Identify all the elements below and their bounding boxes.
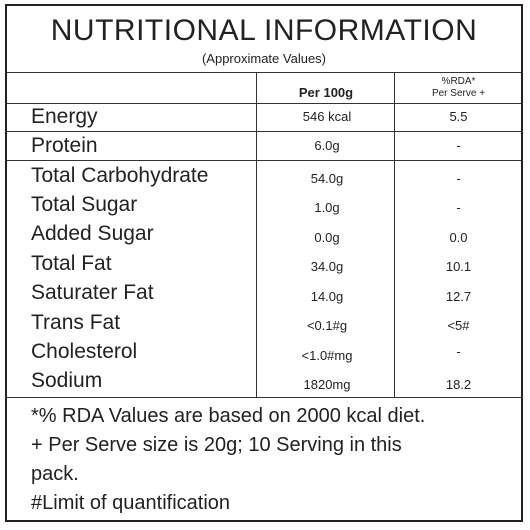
nutrient-name: Energy bbox=[31, 105, 98, 128]
header-rda-line2: Per Serve + bbox=[431, 88, 486, 99]
per-100g-value: 1.0g bbox=[314, 200, 340, 215]
energy-divider bbox=[7, 131, 521, 132]
nutrition-panel: NUTRITIONAL INFORMATION (Approximate Val… bbox=[5, 4, 523, 522]
footnote-rda: *% RDA Values are based on 2000 kcal die… bbox=[31, 405, 426, 427]
nutrient-name: Total Fat bbox=[31, 252, 112, 275]
panel-title: NUTRITIONAL INFORMATION bbox=[50, 14, 478, 47]
column-divider-2 bbox=[394, 72, 395, 397]
column-divider-1 bbox=[256, 72, 257, 397]
nutrient-name: Total Sugar bbox=[31, 193, 138, 216]
per-100g-value: 6.0g bbox=[314, 138, 340, 153]
rda-value: - bbox=[456, 138, 461, 153]
header-divider bbox=[7, 103, 521, 104]
header-rda: %RDA* Per Serve + bbox=[396, 76, 521, 100]
nutrient-name: Cholesterol bbox=[31, 340, 138, 363]
rda-value: 5.5 bbox=[449, 109, 468, 124]
nutrient-name: Added Sugar bbox=[31, 222, 154, 245]
rda-value: 12.7 bbox=[445, 289, 472, 304]
nutrient-name: Trans Fat bbox=[31, 311, 121, 334]
header-per-100g: Per 100g bbox=[298, 85, 354, 100]
footnote-limit: #Limit of quantification bbox=[31, 492, 231, 514]
table-bottom-divider bbox=[7, 397, 521, 398]
footnote-serve: + Per Serve size is 20g; 10 Serving in t… bbox=[31, 434, 402, 456]
title-divider bbox=[7, 72, 521, 73]
nutrient-name: Total Carbohydrate bbox=[31, 164, 209, 187]
per-100g-value: 1820mg bbox=[303, 377, 351, 392]
per-100g-value: 0.0g bbox=[314, 230, 340, 245]
nutrient-name: Protein bbox=[31, 134, 98, 157]
per-100g-value: 54.0g bbox=[310, 171, 344, 186]
rda-value: 0.0 bbox=[449, 230, 468, 245]
rda-value: - bbox=[456, 171, 461, 186]
protein-divider bbox=[7, 160, 521, 161]
footnotes: *% RDA Values are based on 2000 kcal die… bbox=[31, 402, 511, 518]
rda-value: 18.2 bbox=[445, 377, 472, 392]
per-100g-value: 546 kcal bbox=[302, 109, 352, 124]
rda-value: - bbox=[456, 344, 461, 359]
panel-subtitle: (Approximate Values) bbox=[201, 51, 327, 66]
nutrient-name: Saturater Fat bbox=[31, 281, 154, 304]
per-100g-value: <1.0#mg bbox=[301, 348, 353, 363]
nutrient-name: Sodium bbox=[31, 369, 103, 392]
header-rda-line1: %RDA* bbox=[441, 76, 476, 87]
rda-value: 10.1 bbox=[445, 259, 472, 274]
rda-value: - bbox=[456, 200, 461, 215]
per-100g-value: <0.1#g bbox=[306, 318, 348, 333]
per-100g-value: 34.0g bbox=[310, 259, 344, 274]
rda-value: <5# bbox=[447, 318, 470, 333]
per-100g-value: 14.0g bbox=[310, 289, 344, 304]
footnote-serve-cont: pack. bbox=[31, 463, 79, 485]
